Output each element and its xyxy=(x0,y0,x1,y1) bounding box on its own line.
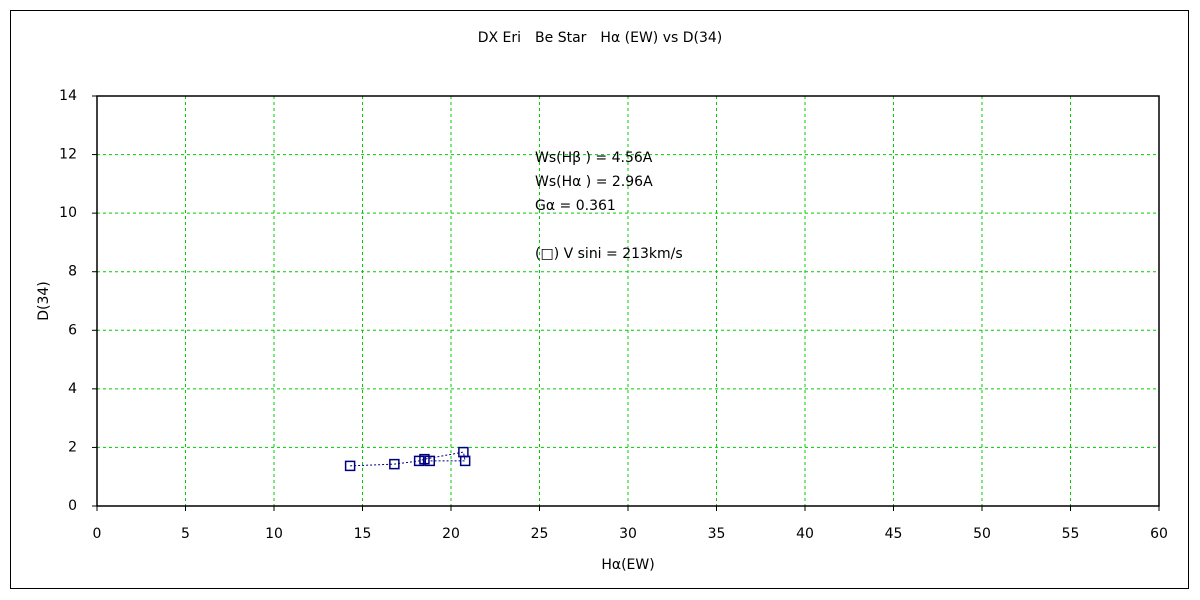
marker xyxy=(419,453,430,465)
x-tick-label: 10 xyxy=(265,526,283,542)
annotation: (□) V sini = 213km/s xyxy=(535,246,683,262)
marker xyxy=(344,460,356,472)
x-tick-label: 5 xyxy=(181,526,190,542)
y-tick-label: 10 xyxy=(59,205,77,221)
marker xyxy=(413,455,425,467)
y-tick-label: 4 xyxy=(68,381,77,397)
x-tick-label: 30 xyxy=(619,526,637,542)
x-tick-label: 40 xyxy=(796,526,814,542)
y-tick-label: 12 xyxy=(59,147,77,163)
x-tick-label: 35 xyxy=(708,526,726,542)
annotation: Ws(Hβ ) = 4.56A xyxy=(535,150,653,166)
y-tick-label: 14 xyxy=(59,88,77,104)
x-tick-label: 25 xyxy=(531,526,549,542)
y-tick-label: 6 xyxy=(68,322,77,338)
x-axis-label: Hα(EW) xyxy=(601,557,654,573)
x-tick-label: 45 xyxy=(885,526,903,542)
marker xyxy=(459,455,471,467)
y-tick-label: 8 xyxy=(68,264,77,280)
marker xyxy=(424,455,436,467)
x-tick-label: 20 xyxy=(442,526,460,542)
y-axis-label: D(34) xyxy=(36,281,52,321)
x-tick-label: 60 xyxy=(1150,526,1168,542)
x-tick-label: 50 xyxy=(973,526,991,542)
y-tick-label: 2 xyxy=(68,439,77,455)
x-tick-label: 0 xyxy=(93,526,102,542)
y-tick-label: 0 xyxy=(68,498,77,514)
annotation: Ws(Hα ) = 2.96A xyxy=(535,174,653,190)
x-tick-label: 15 xyxy=(354,526,372,542)
series-line xyxy=(350,451,466,467)
x-tick-label: 55 xyxy=(1062,526,1080,542)
marker xyxy=(389,458,400,470)
plot-frame xyxy=(96,95,1160,507)
chart-title: DX Eri Be Star Hα (EW) vs D(34) xyxy=(478,30,723,46)
annotation: Gα = 0.361 xyxy=(535,198,616,214)
